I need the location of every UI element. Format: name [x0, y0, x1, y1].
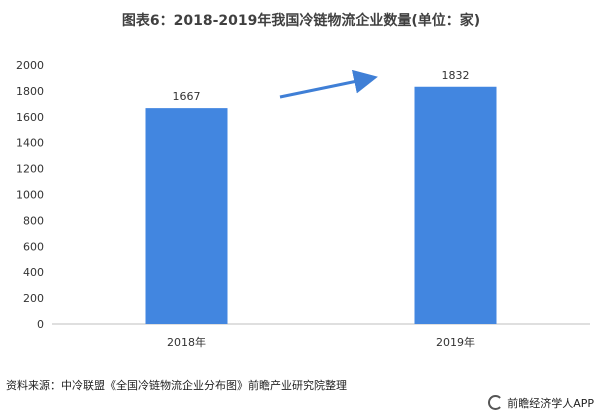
bar-1: [414, 86, 497, 324]
bar-value-label: 1667: [173, 90, 201, 103]
brand-label: 前瞻经济学人APP: [488, 395, 594, 411]
y-tick-label: 0: [37, 318, 44, 331]
bars: 1667 1832: [145, 69, 497, 324]
bar-value-label: 1832: [442, 69, 470, 82]
x-tick-label: 2018年: [167, 335, 206, 349]
y-tick-label: 1200: [16, 163, 44, 176]
source-note: 资料来源：中冷联盟《全国冷链物流企业分布图》前瞻产业研究院整理: [6, 379, 347, 392]
y-tick-label: 1000: [16, 189, 44, 202]
y-tick-label: 600: [23, 240, 44, 253]
y-tick-label: 1800: [16, 85, 44, 98]
y-tick-label: 800: [23, 214, 44, 227]
y-tick-label: 1600: [16, 111, 44, 124]
y-tick-label: 1400: [16, 137, 44, 150]
y-tick-label: 200: [23, 292, 44, 305]
y-tick-label: 400: [23, 266, 44, 279]
bar-0: [145, 108, 228, 324]
brand-text: 前瞻经济学人APP: [507, 397, 594, 410]
x-tick-label: 2019年: [436, 335, 475, 349]
brand-logo-icon: [488, 395, 504, 410]
x-axis-labels: 2018年 2019年: [167, 335, 475, 349]
y-tick-label: 2000: [16, 59, 44, 72]
chart-title: 图表6：2018-2019年我国冷链物流企业数量(单位：家): [121, 13, 481, 29]
trend-arrow: [279, 69, 378, 99]
y-axis-ticks: 0 200 400 600 800 1000 1200 1400 1600 1800 2000: [16, 59, 44, 331]
